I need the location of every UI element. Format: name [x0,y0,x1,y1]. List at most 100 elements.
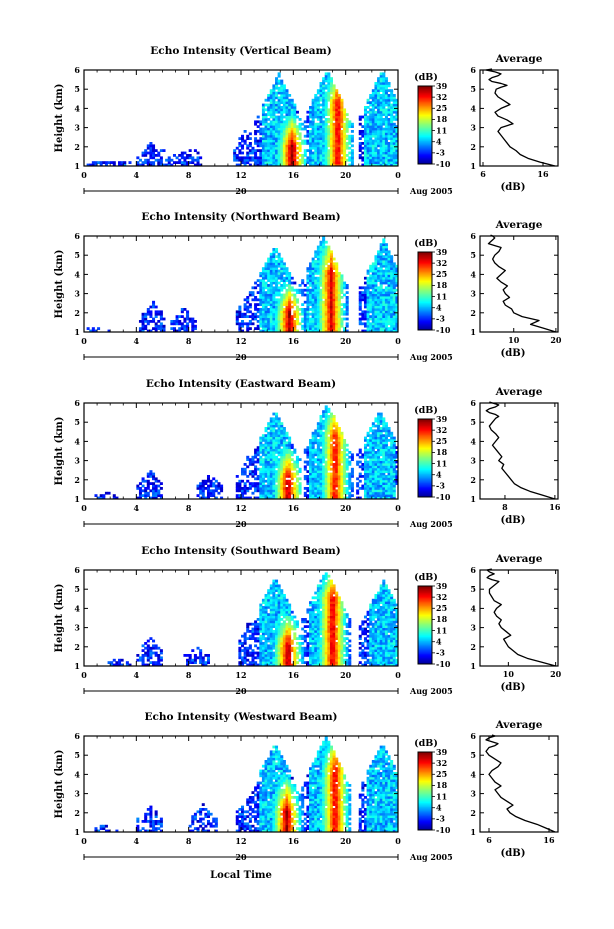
echo-cell [390,329,394,333]
colorbar-unit: (dB) [414,238,438,249]
echo-cell [314,101,318,104]
echo-cell [382,463,386,466]
echo-cell [306,158,310,162]
echo-cell [301,288,305,292]
echo-cell [288,279,292,282]
echo-cell [280,315,284,318]
echo-cell [269,125,273,128]
echo-cell [275,460,279,464]
echo-cell [361,315,365,318]
echo-cell [314,496,318,500]
echo-cell [285,156,289,160]
echo-cell [303,460,307,464]
echo-cell [366,284,370,287]
echo-cell [327,422,331,425]
echo-cell [371,329,375,333]
echo-cell [293,134,297,138]
echo-cell [384,125,388,128]
colorbar-segment [418,469,432,472]
echo-cell [293,460,297,464]
echo-cell [104,161,108,164]
echo-cell [340,98,344,102]
echo-cell [306,460,310,464]
echo-cell [390,327,394,330]
echo-cell [377,427,381,430]
echo-cell [316,496,320,500]
echo-cell [374,320,378,323]
echo-cell [369,296,373,299]
echo-cell [241,137,245,140]
y-tick-label: 2 [74,475,80,485]
echo-cell [277,146,281,150]
echo-cell [306,320,310,323]
echo-cell [377,279,381,282]
echo-cell [350,467,354,471]
echo-cell [267,455,271,459]
echo-cell [382,240,386,244]
echo-cell [322,276,326,280]
echo-cell [392,125,396,128]
echo-cell [288,496,292,500]
echo-cell [379,72,383,76]
echo-cell [369,276,373,280]
echo-cell [329,455,333,459]
echo-cell [319,281,323,285]
echo-cell [366,477,370,481]
echo-cell [277,274,281,278]
echo-cell [332,463,336,466]
echo-cell [384,151,388,155]
echo-cell [337,101,341,104]
echo-cell [384,120,388,124]
echo-cell [293,300,297,304]
echo-cell [322,281,326,285]
echo-cell [188,149,192,152]
echo-cell [345,122,349,126]
echo-cell [345,296,349,299]
echo-cell [295,470,299,473]
echo-cell [371,472,375,476]
echo-cell [267,163,271,167]
echo-cells [86,236,399,333]
echo-cell [241,315,245,318]
echo-cell [392,467,396,471]
echo-cell [149,305,153,309]
echo-cell [350,455,354,459]
echo-cell [369,443,373,447]
echo-cell [272,106,276,109]
echo-cell [358,322,362,326]
colorbar-segment [418,281,432,284]
echo-cell [390,288,394,292]
echo-cell [269,144,273,148]
echo-cell [267,284,271,287]
echo-cell [316,146,320,150]
echo-cell [282,267,286,270]
echo-cell [267,327,271,330]
echo-cell [382,491,386,495]
echo-cell [379,315,383,318]
echo-cell [358,142,362,145]
echo-cell [392,151,396,155]
echo-cell [392,293,396,297]
echo-cell [340,139,344,143]
echo-cell [335,264,339,268]
echo-cell [261,144,265,148]
echo-cell [377,424,381,428]
echo-cell [246,496,250,500]
echo-cell [319,310,323,314]
echo-cell [366,130,370,133]
echo-cell [348,455,352,459]
echo-cell [138,327,142,330]
echo-cell [285,453,289,457]
echo-cell [337,298,341,302]
echo-cell [392,322,396,326]
y-tick-label: 4 [74,436,80,446]
echo-cell [316,106,320,109]
echo-cell [275,451,279,454]
echo-cell [384,431,388,435]
echo-cell [371,101,375,104]
echo-cell [254,327,258,330]
echo-cell [243,487,247,490]
echo-cell [288,472,292,476]
echo-cell [322,446,326,449]
echo-cell [332,296,336,299]
